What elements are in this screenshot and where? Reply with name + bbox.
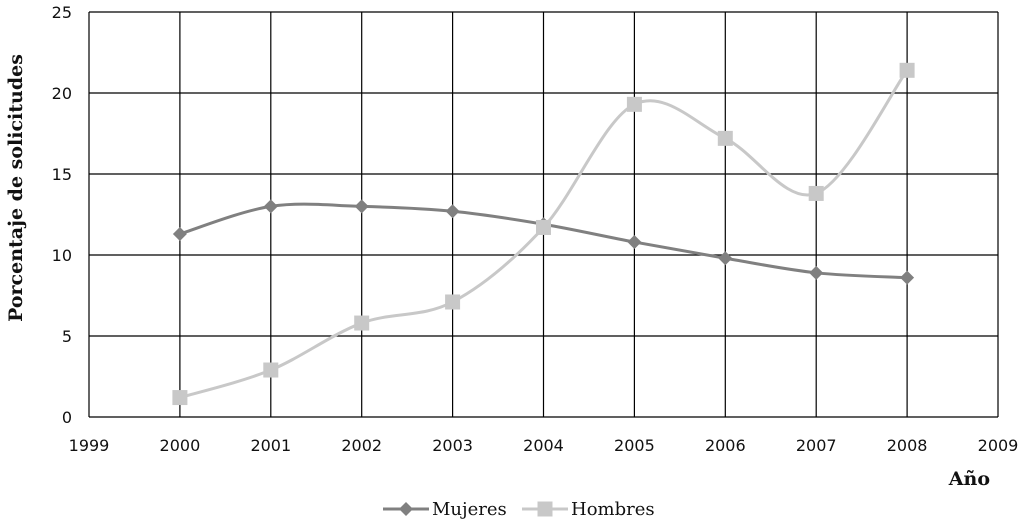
data-point-mujeres: [354, 199, 369, 214]
data-point-hombres: [626, 96, 642, 112]
legend: Mujeres Hombres: [383, 499, 655, 520]
data-point-hombres: [899, 62, 915, 78]
x-tick-label: 2003: [432, 436, 473, 455]
data-point-mujeres: [172, 226, 187, 241]
data-point-mujeres: [445, 204, 460, 219]
data-point-hombres: [808, 185, 824, 201]
legend-label-mujeres: Mujeres: [432, 499, 507, 520]
data-point-hombres: [717, 130, 733, 146]
y-tick-label: 15: [52, 165, 72, 184]
x-axis-title: Año: [948, 468, 990, 490]
data-point-hombres: [263, 362, 279, 378]
legend-marker-mujeres: [399, 502, 413, 516]
data-point-hombres: [536, 219, 551, 235]
x-tick-label: 2002: [341, 436, 382, 455]
data-point-hombres: [172, 390, 188, 406]
x-tick-label: 1999: [69, 436, 110, 455]
legend-marker-hombres: [537, 501, 553, 517]
y-tick-label: 10: [52, 246, 72, 265]
y-axis-title: Porcentaje de solicitudes: [5, 54, 27, 322]
data-point-mujeres: [718, 251, 733, 266]
x-tick-label: 2005: [614, 436, 655, 455]
y-tick-label: 0: [62, 408, 72, 427]
legend-label-hombres: Hombres: [571, 499, 655, 520]
x-tick-label: 2009: [978, 436, 1018, 455]
x-tick-label: 2001: [250, 436, 291, 455]
tick-labels: 1999 2000 2001 2002 2003 2004 2005 2006 2007 2008…: [52, 3, 1018, 455]
data-point-hombres: [445, 294, 461, 310]
series-line-hombres: [179, 69, 909, 399]
y-tick-label: 20: [52, 84, 72, 103]
x-tick-label: 2008: [887, 436, 928, 455]
y-tick-label: 25: [52, 3, 72, 22]
x-tick-label: 2000: [160, 436, 201, 455]
series: [172, 62, 915, 406]
y-tick-label: 5: [62, 327, 72, 346]
data-point-mujeres: [263, 199, 278, 214]
data-point-mujeres: [627, 235, 642, 250]
legend-item-hombres: Hombres: [522, 499, 655, 520]
x-tick-label: 2006: [705, 436, 746, 455]
data-point-hombres: [354, 315, 370, 331]
series-hombres: [172, 62, 915, 406]
grid: [88, 11, 999, 418]
data-point-mujeres: [809, 265, 824, 280]
data-point-mujeres: [900, 270, 915, 285]
legend-item-mujeres: Mujeres: [383, 499, 507, 520]
x-tick-label: 2004: [523, 436, 564, 455]
x-tick-label: 2007: [796, 436, 837, 455]
